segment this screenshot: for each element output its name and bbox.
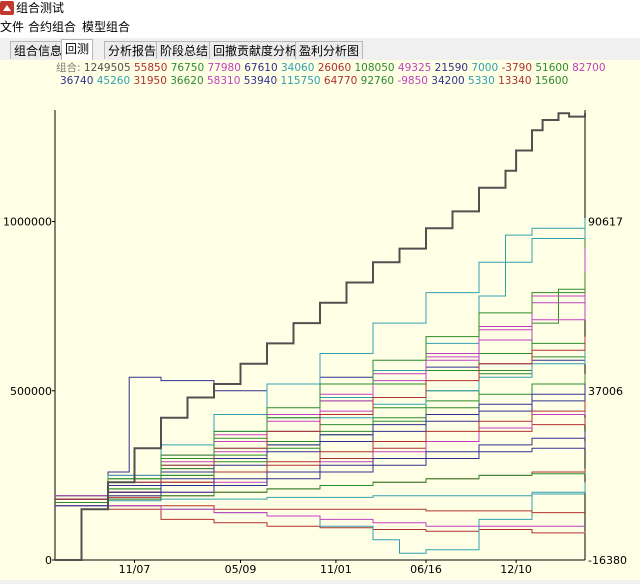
tab-profit-chart[interactable]: 盈利分析图 — [295, 41, 364, 59]
menu-model-portfolio[interactable]: 模型组合 — [82, 20, 131, 34]
legend-prefix: 组合: — [56, 61, 84, 74]
legend-entry: 77980 — [208, 62, 245, 74]
y-tick-right: 37006 — [588, 385, 623, 398]
legend-entry: 5330 — [468, 75, 498, 87]
tab-backtest[interactable]: 回测 — [61, 39, 94, 60]
series-line — [55, 112, 586, 561]
legend-entry: 36620 — [170, 75, 207, 87]
y-tick-left: 1000000 — [3, 216, 52, 229]
chart-area: 组合: 1249505 55850 76750 77980 67610 3406… — [0, 60, 640, 580]
legend-entry: -3790 — [501, 62, 535, 74]
app-icon — [0, 1, 14, 15]
series-line — [55, 502, 585, 514]
series-line — [55, 272, 586, 503]
legend-entry: 7000 — [471, 62, 501, 74]
series-line — [55, 493, 585, 503]
legend-entry: 34060 — [281, 62, 318, 74]
legend-entry: 31950 — [134, 75, 171, 87]
window-title: 组合测试 — [16, 1, 65, 15]
legend-entry: 53940 — [244, 75, 281, 87]
legend-entry: 45260 — [97, 75, 134, 87]
title-bar: 组合测试 — [0, 0, 640, 17]
tab-portfolio-info[interactable]: 组合信息 — [10, 41, 67, 59]
legend-entry: 67610 — [244, 62, 281, 74]
legend-entry: 64770 — [324, 75, 361, 87]
legend-entry: 82700 — [572, 62, 605, 74]
x-tick-label: 05/09 — [225, 563, 257, 576]
equity-chart: 组合: 1249505 55850 76750 77980 67610 3406… — [3, 61, 627, 576]
legend-entry: -9850 — [397, 75, 431, 87]
legend-entry: 115750 — [281, 75, 324, 87]
tab-stage-summary[interactable]: 阶段总结 — [156, 41, 213, 59]
legend-entry: 1249505 — [84, 62, 134, 74]
legend-entry: 58310 — [207, 75, 244, 87]
legend-line-2: 36740 45260 31950 36620 58310 53940 1157… — [60, 75, 568, 87]
legend-entry: 55850 — [134, 62, 171, 74]
y-tick-left: 500000 — [10, 385, 52, 398]
x-tick-label: 06/16 — [410, 563, 442, 576]
legend-entry: 15600 — [535, 75, 568, 87]
legend-entry: 36740 — [60, 75, 97, 87]
legend-entry: 21590 — [435, 62, 472, 74]
x-tick-label: 11/07 — [119, 563, 151, 576]
x-tick-label: 11/01 — [320, 563, 352, 576]
legend-entry: 13340 — [498, 75, 535, 87]
y-tick-right: 90617 — [588, 216, 623, 229]
legend-line-1: 组合: 1249505 55850 76750 77980 67610 3406… — [56, 61, 606, 74]
legend-entry: 108050 — [355, 62, 398, 74]
series-line — [55, 502, 586, 534]
legend-entry: 34200 — [431, 75, 468, 87]
series-line — [55, 431, 586, 500]
menu-file[interactable]: 文件 — [0, 20, 25, 34]
legend-entry: 51600 — [535, 62, 572, 74]
tab-drawdown-contribution[interactable]: 回撤贡献度分析 — [209, 41, 302, 59]
y-tick-left: 0 — [45, 554, 52, 567]
tab-analysis-report[interactable]: 分析报告 — [104, 41, 161, 59]
legend-entry: 26060 — [318, 62, 355, 74]
x-tick-label: 12/10 — [500, 563, 532, 576]
series-line — [55, 472, 586, 503]
menu-contract-portfolio[interactable]: 合约组合 — [28, 20, 77, 34]
series-line — [55, 502, 585, 527]
legend-entry: 92760 — [361, 75, 398, 87]
menu-bar: 文件 合约组合 模型组合 — [0, 17, 640, 38]
tab-bar: 组合信息 回测 分析报告 阶段总结 回撤贡献度分析 盈利分析图 — [0, 38, 640, 61]
y-tick-right: -16380 — [588, 554, 627, 567]
legend-entry: 49325 — [398, 62, 435, 74]
legend-entry: 76750 — [171, 62, 208, 74]
